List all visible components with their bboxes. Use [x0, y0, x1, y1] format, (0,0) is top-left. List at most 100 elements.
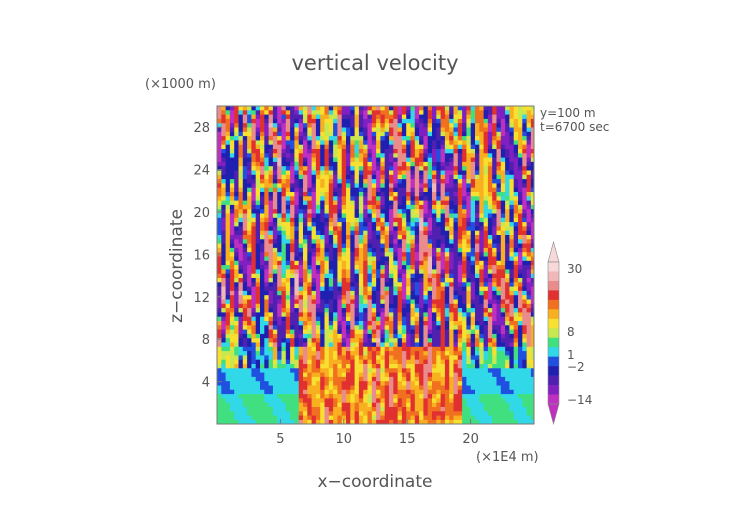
field-cell	[363, 252, 368, 257]
field-cell	[496, 136, 502, 141]
field-cell	[311, 192, 317, 197]
field-cell	[453, 230, 459, 236]
field-cell	[457, 381, 463, 386]
field-cell	[449, 209, 454, 214]
field-cell	[255, 303, 261, 309]
field-cell	[367, 217, 373, 223]
field-cell	[393, 149, 398, 154]
field-cell	[277, 252, 282, 257]
field-cell	[217, 247, 222, 253]
field-cell	[427, 368, 433, 373]
field-cell	[410, 235, 416, 240]
field-cell	[221, 308, 226, 313]
field-cell	[354, 114, 360, 120]
field-cell	[272, 394, 278, 399]
field-cell	[333, 278, 338, 283]
field-cell	[466, 213, 472, 219]
field-cell	[229, 209, 235, 214]
field-cell	[251, 123, 257, 128]
field-cell	[419, 106, 424, 111]
field-cell	[483, 161, 489, 167]
field-cell	[251, 290, 257, 296]
field-cell	[320, 372, 325, 378]
field-cell	[217, 226, 222, 232]
field-cell	[238, 282, 244, 287]
field-cell	[376, 278, 381, 283]
field-cell	[380, 140, 386, 146]
field-cell	[255, 192, 261, 197]
field-cell	[294, 222, 300, 227]
field-cell	[492, 247, 497, 253]
field-cell	[337, 376, 343, 382]
field-cell	[350, 247, 355, 253]
field-cell	[277, 381, 282, 386]
field-cell	[285, 368, 291, 373]
field-cell	[384, 144, 390, 150]
field-cell	[221, 252, 226, 257]
field-cell	[229, 325, 235, 330]
field-cell	[505, 364, 510, 369]
field-cell	[496, 118, 502, 124]
field-cell	[479, 235, 484, 240]
field-cell	[380, 273, 386, 279]
field-cell	[505, 325, 510, 330]
field-cell	[410, 256, 416, 262]
field-cell	[419, 144, 424, 150]
field-cell	[530, 204, 534, 210]
field-cell	[303, 376, 308, 382]
field-cell	[518, 136, 523, 141]
field-cell	[324, 157, 330, 163]
field-cell	[247, 312, 252, 318]
field-cell	[363, 389, 368, 395]
field-cell	[419, 299, 424, 305]
field-cell	[229, 368, 235, 373]
field-cell	[509, 217, 515, 223]
field-cell	[337, 282, 343, 287]
field-cell	[285, 329, 291, 335]
field-cell	[436, 303, 441, 309]
field-cell	[505, 351, 510, 356]
field-cell	[427, 351, 433, 356]
field-cell	[221, 149, 226, 154]
field-cell	[522, 329, 527, 335]
field-cell	[453, 157, 459, 163]
field-cell	[449, 123, 454, 128]
field-cell	[264, 252, 269, 257]
field-cell	[376, 217, 381, 223]
field-cell	[272, 286, 278, 292]
field-cell	[238, 385, 244, 391]
field-cell	[298, 114, 304, 120]
field-cell	[333, 299, 338, 305]
field-cell	[290, 342, 295, 348]
field-cell	[440, 230, 446, 236]
field-cell	[376, 312, 381, 318]
field-cell	[350, 196, 355, 201]
field-cell	[285, 157, 291, 163]
field-cell	[419, 321, 424, 326]
field-cell	[406, 209, 411, 214]
field-cell	[414, 385, 420, 391]
field-cell	[401, 144, 407, 150]
field-cell	[444, 299, 450, 305]
field-cell	[414, 114, 420, 120]
field-cell	[350, 364, 355, 369]
field-cell	[268, 140, 274, 146]
field-cell	[234, 372, 239, 378]
field-cell	[367, 196, 373, 201]
field-cell	[453, 209, 459, 214]
field-cell	[526, 192, 532, 197]
field-cell	[294, 166, 300, 171]
field-cell	[376, 372, 381, 378]
field-cell	[341, 200, 347, 206]
field-cell	[518, 286, 523, 292]
field-cell	[414, 295, 420, 300]
field-cell	[337, 243, 343, 249]
field-cell	[496, 329, 502, 335]
field-cell	[462, 200, 467, 206]
field-cell	[406, 123, 411, 128]
field-cell	[530, 153, 534, 158]
field-cell	[341, 325, 347, 330]
field-cell	[341, 187, 347, 193]
field-cell	[247, 308, 252, 313]
field-cell	[229, 394, 235, 399]
